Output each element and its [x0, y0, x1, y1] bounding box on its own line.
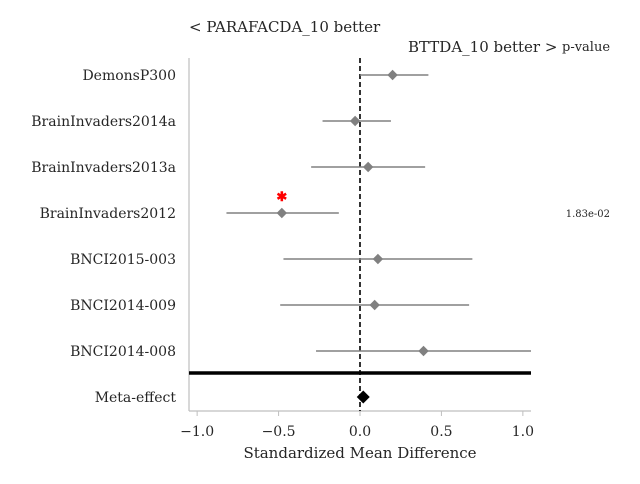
effect-point	[418, 345, 429, 357]
x-tick-label: 0.0	[349, 424, 371, 440]
effect-point	[387, 69, 398, 81]
meta-effect-label: Meta-effect	[95, 390, 177, 406]
significance-marker: ✱	[276, 190, 287, 205]
p-value-header: p-value	[562, 40, 610, 55]
x-tick-label: −1.0	[180, 424, 214, 440]
dataset-label: BrainInvaders2014a	[31, 114, 176, 130]
x-tick-label: 0.5	[430, 424, 452, 440]
left-header: < PARAFACDA_10 better	[189, 18, 381, 36]
effect-point	[276, 207, 288, 219]
right-header: BTTDA_10 better >	[408, 38, 557, 56]
x-tick-label: −0.5	[262, 424, 296, 440]
dataset-label: BrainInvaders2012	[40, 206, 176, 222]
dataset-label: BNCI2014-008	[70, 344, 176, 360]
dataset-label: BNCI2015-003	[70, 252, 176, 268]
effect-point	[369, 299, 380, 311]
effect-point	[349, 115, 361, 127]
effect-point	[362, 161, 374, 173]
meta-effect-point	[356, 390, 370, 404]
dataset-label: BNCI2014-009	[70, 298, 176, 314]
x-tick-label: 1.0	[512, 424, 534, 440]
dataset-label: DemonsP300	[82, 68, 176, 84]
x-axis-title: Standardized Mean Difference	[243, 444, 476, 462]
p-value-text: 1.83e-02	[566, 209, 610, 220]
effect-point	[372, 253, 384, 265]
dataset-label: BrainInvaders2013a	[31, 160, 176, 176]
plot-area: −1.0 −0.5 0.0 0.5 1.0 DemonsP300 BrainInvaders…	[31, 58, 610, 440]
